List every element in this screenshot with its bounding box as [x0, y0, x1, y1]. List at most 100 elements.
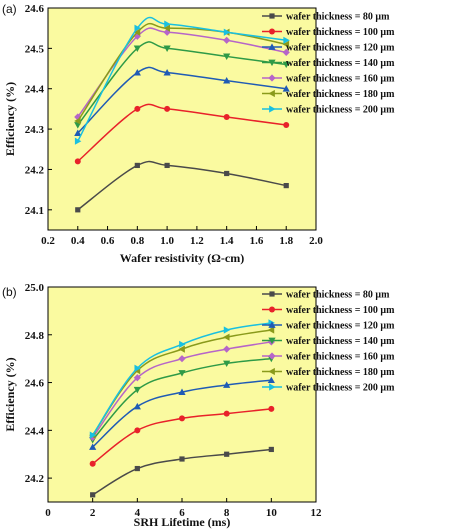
- data-point: [178, 355, 186, 363]
- data-point: [223, 36, 231, 44]
- data-point: [133, 402, 141, 410]
- data-point: [133, 28, 141, 36]
- data-point: [223, 53, 231, 61]
- series-2: [89, 405, 275, 467]
- data-point: [223, 28, 231, 36]
- data-point: [179, 340, 186, 348]
- data-point: [179, 456, 185, 462]
- data-point: [224, 451, 230, 457]
- x-tick-label: 0: [45, 507, 51, 519]
- x-tick-label: 8: [224, 507, 230, 519]
- data-point: [282, 61, 290, 69]
- y-tick-label: 24.1: [25, 205, 44, 217]
- data-point: [267, 376, 275, 384]
- data-point: [133, 45, 141, 52]
- data-point: [282, 48, 290, 56]
- y-tick-label: 24.8: [25, 330, 45, 342]
- data-point: [164, 162, 170, 169]
- legend-label: wafer thickness = 200 μm: [286, 383, 395, 394]
- y-axis-title: Efficiency (%): [3, 82, 17, 156]
- x-tick-label: 1.4: [220, 235, 234, 247]
- data-point: [223, 77, 231, 84]
- y-tick-label: 24.4: [25, 425, 45, 437]
- y-tick-label: 24.4: [25, 84, 45, 96]
- data-point: [74, 137, 82, 145]
- legend-label: wafer thickness = 180 μm: [286, 367, 395, 378]
- legend: wafer thickness = 80 μm wafer thickness =…: [262, 290, 395, 394]
- legend-marker: [268, 337, 276, 345]
- data-point: [134, 24, 141, 32]
- legend-marker: [268, 59, 276, 67]
- data-point: [89, 460, 96, 467]
- x-tick-label: 10: [266, 507, 278, 519]
- data-point: [74, 129, 82, 137]
- x-axis-title: SRH Lifetime (ms): [134, 515, 231, 529]
- legend-label: wafer thickness = 120 μm: [286, 43, 395, 54]
- legend-label: wafer thickness = 120 μm: [286, 321, 395, 332]
- chart-panel-a: (a) 0.2 0.4 0.6 0.8 1.0 1.2 1.4 1.6 1.8 2.0 24.1 24.…: [2, 2, 395, 265]
- legend-marker: [268, 43, 276, 50]
- y-tick-label: 24.2: [25, 164, 45, 176]
- data-point: [163, 68, 171, 76]
- chart-panel-b: (b) 0 2 4 6 8 10 12 24.2 24.4 24.6 24.8 25.0 SRH Life…: [2, 282, 395, 529]
- data-point: [89, 443, 97, 450]
- data-point: [133, 386, 141, 394]
- legend-marker: [269, 105, 276, 113]
- legend-label: wafer thickness = 160 μm: [286, 74, 395, 85]
- x-tick-label: 1.2: [190, 235, 204, 247]
- legend-label: wafer thickness = 140 μm: [286, 58, 395, 69]
- y-tick-label: 24.5: [25, 43, 45, 55]
- data-point: [164, 105, 171, 112]
- legend-marker: [269, 383, 276, 391]
- legend-label: wafer thickness = 80 μm: [286, 12, 390, 23]
- data-point: [90, 492, 96, 498]
- legend-marker: [269, 13, 275, 19]
- series-7: [74, 16, 290, 145]
- legend-marker: [268, 74, 276, 82]
- legend-marker: [268, 352, 276, 360]
- data-point: [134, 105, 141, 112]
- data-point: [223, 326, 231, 334]
- data-point: [223, 360, 231, 368]
- y-tick-label: 24.6: [25, 3, 45, 15]
- y-tick-label: 25.0: [25, 282, 45, 294]
- series-line: [77, 16, 287, 142]
- data-point: [134, 162, 140, 169]
- data-point: [133, 68, 141, 76]
- data-point: [179, 415, 185, 422]
- data-point: [267, 326, 275, 334]
- data-point: [268, 446, 274, 453]
- legend-marker: [269, 28, 275, 35]
- x-tick-label: 0.2: [41, 235, 55, 247]
- y-tick-label: 24.6: [25, 378, 45, 390]
- data-point: [223, 333, 230, 341]
- panel-tag: (b): [2, 285, 17, 299]
- y-axis-title: Efficiency (%): [3, 357, 17, 431]
- data-point: [133, 374, 141, 382]
- data-point: [178, 345, 185, 353]
- legend-marker: [268, 89, 275, 98]
- data-point: [224, 170, 230, 177]
- series-3: [89, 376, 275, 450]
- legend-label: wafer thickness = 140 μm: [286, 336, 395, 347]
- data-point: [283, 183, 289, 189]
- data-point: [74, 158, 81, 165]
- x-tick-label: 6: [179, 507, 185, 519]
- data-point: [223, 345, 231, 353]
- x-tick-label: 0.4: [71, 235, 85, 247]
- y-tick-label: 24.3: [25, 124, 45, 136]
- data-point: [134, 465, 140, 472]
- legend-label: wafer thickness = 180 μm: [286, 89, 395, 100]
- x-tick-label: 1.0: [160, 235, 174, 247]
- x-tick-label: 1.8: [279, 235, 293, 247]
- legend-marker: [269, 306, 275, 313]
- data-point: [223, 381, 231, 388]
- data-point: [283, 36, 290, 44]
- data-point: [74, 117, 81, 125]
- x-tick-label: 2: [90, 507, 96, 519]
- data-point: [283, 122, 290, 129]
- legend-label: wafer thickness = 160 μm: [286, 352, 395, 363]
- data-point: [164, 20, 171, 28]
- data-point: [223, 113, 230, 120]
